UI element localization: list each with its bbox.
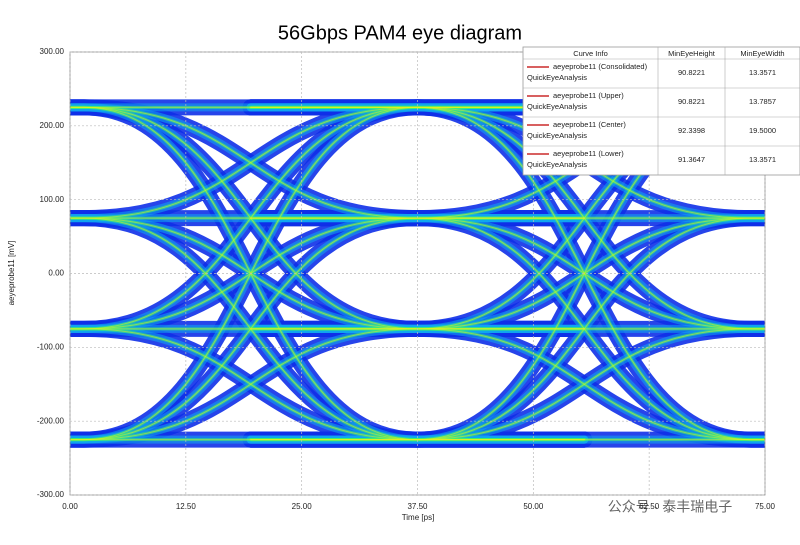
eye-width: 13.7857 <box>749 97 776 106</box>
eye-width: 19.5000 <box>749 126 776 135</box>
table-header: Curve Info <box>573 49 608 58</box>
row-sub: QuickEyeAnalysis <box>527 102 587 111</box>
y-tick-label: 300.00 <box>40 47 65 56</box>
measurement-table: Curve Info MinEyeHeight MinEyeWidth aeyepro… <box>522 46 800 176</box>
x-tick-label: 75.00 <box>755 502 776 511</box>
eye-height: 92.3398 <box>678 126 705 135</box>
y-tick-label: 0.00 <box>48 269 64 278</box>
row-name: aeyeprobe11 (Consolidated) <box>553 62 648 71</box>
eye-height: 91.3647 <box>678 155 705 164</box>
y-tick-label: -200.00 <box>37 416 65 425</box>
x-axis-label: Time [ps] <box>402 513 435 522</box>
y-axis-label: aeyeprobe11 [mV] <box>7 241 16 306</box>
eye-height: 90.8221 <box>678 68 705 77</box>
eye-width: 13.3571 <box>749 68 776 77</box>
eye-width: 13.3571 <box>749 155 776 164</box>
watermark: 公众号 · 泰丰瑞电子 <box>608 499 732 515</box>
x-tick-label: 37.50 <box>407 502 428 511</box>
eye-trace <box>70 328 585 441</box>
x-tick-label: 12.50 <box>176 502 197 511</box>
x-tick-label: 25.00 <box>292 502 313 511</box>
eye-trace <box>250 217 765 441</box>
x-tick-label: 0.00 <box>62 502 78 511</box>
row-name: aeyeprobe11 (Center) <box>553 120 626 129</box>
eye-trace <box>250 106 765 330</box>
y-tick-label: -100.00 <box>37 342 65 351</box>
row-name: aeyeprobe11 (Lower) <box>553 149 624 158</box>
row-name: aeyeprobe11 (Upper) <box>553 91 624 100</box>
eye-trace <box>70 106 585 219</box>
eye-height: 90.8221 <box>678 97 705 106</box>
table-header: MinEyeHeight <box>668 49 716 58</box>
row-sub: QuickEyeAnalysis <box>527 73 587 82</box>
table-frame <box>522 46 800 176</box>
eye-trace <box>250 328 765 441</box>
table-header: MinEyeWidth <box>740 49 784 58</box>
y-tick-label: 100.00 <box>40 195 65 204</box>
row-sub: QuickEyeAnalysis <box>527 160 587 169</box>
y-tick-label: 200.00 <box>40 121 65 130</box>
eye-trace <box>250 106 765 441</box>
row-sub: QuickEyeAnalysis <box>527 131 587 140</box>
chart-title: 56Gbps PAM4 eye diagram <box>278 22 522 44</box>
x-tick-label: 50.00 <box>523 502 544 511</box>
x-tick-label: 62.50 <box>639 502 660 511</box>
y-tick-label: -300.00 <box>37 490 65 499</box>
